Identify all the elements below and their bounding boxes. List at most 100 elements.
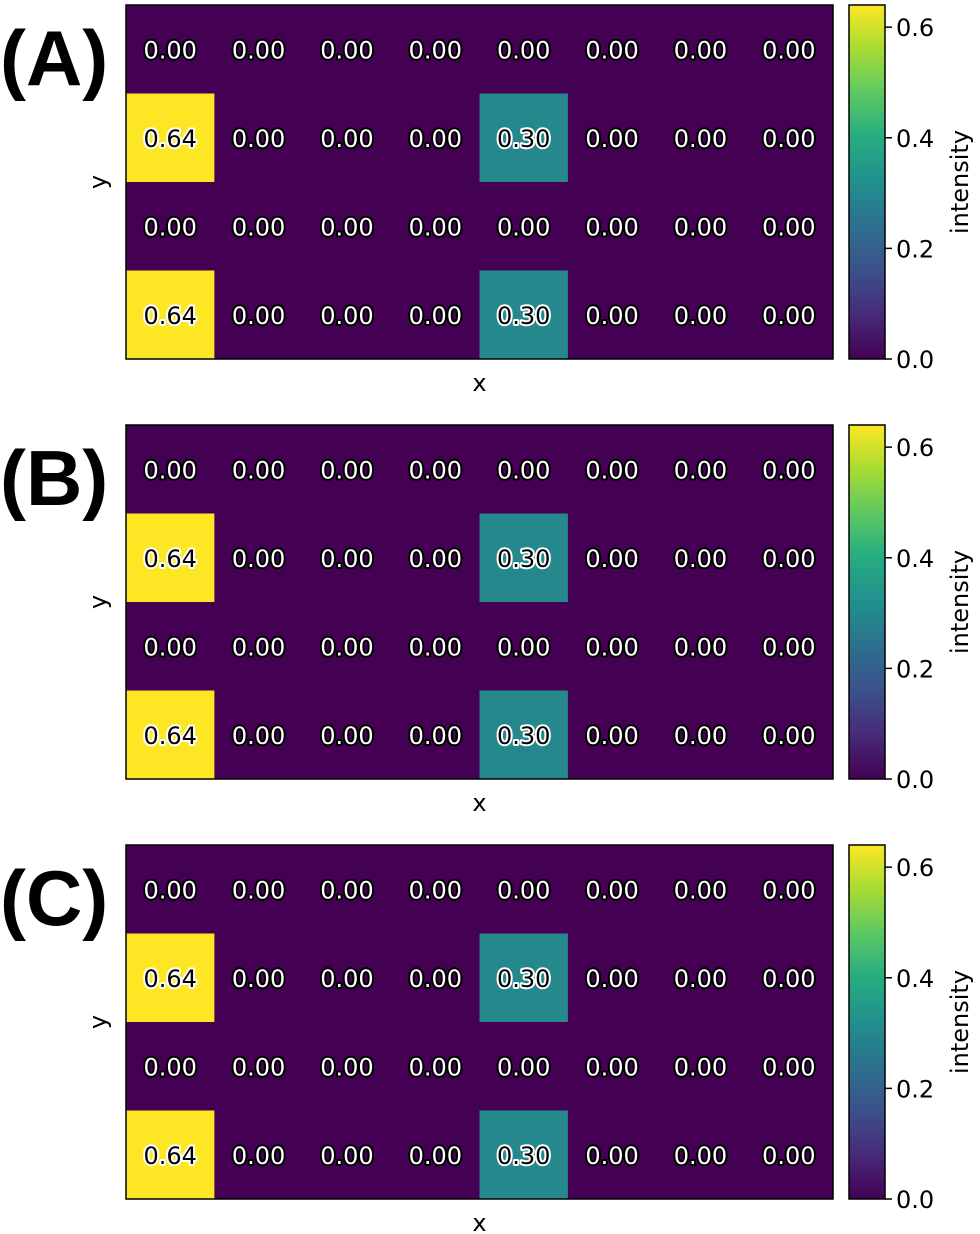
cell-value-label: 0.00 (320, 213, 373, 241)
heatmap-cell (567, 1022, 657, 1111)
heatmap-cell (214, 270, 304, 360)
heatmap-cell (567, 845, 657, 934)
x-axis-label: x (472, 1209, 486, 1234)
heatmap-cell (479, 5, 569, 94)
colorbar-label: intensity (946, 130, 974, 234)
heatmap-cell (214, 1110, 304, 1200)
heatmap-cell (567, 425, 657, 514)
heatmap-cell (479, 270, 569, 360)
cell-value-label: 0.00 (232, 545, 285, 573)
cell-value-label: 0.00 (674, 1053, 727, 1081)
cell-value-label: 0.00 (320, 633, 373, 661)
heatmap-cell (302, 182, 392, 271)
heatmap-cell (126, 5, 215, 94)
colorbar-tick-label: 0.0 (896, 766, 934, 794)
heatmap-cell (744, 5, 834, 94)
colorbar-tick-label: 0.0 (896, 346, 934, 374)
heatmap-cell (567, 513, 657, 603)
colorbar-tick-label: 0.6 (896, 854, 934, 882)
cell-value-label: 0.00 (409, 125, 462, 153)
panel-3: (C) 0.00 0.00 0.00 0.00 0.00 0.00 0.00 0.00 0.64 0… (0, 844, 974, 1234)
cell-value-label: 0.00 (143, 36, 196, 64)
heatmap-cell (479, 93, 569, 183)
colorbar-label: intensity (946, 550, 974, 654)
heatmap-cell (656, 602, 746, 691)
heatmap-cell (126, 845, 215, 934)
cell-value-label: 0.00 (762, 633, 815, 661)
heatmap-cell (656, 270, 746, 360)
cell-value-label: 0.00 (762, 213, 815, 241)
cell-value-label: 0.00 (497, 456, 550, 484)
heatmap-cell (656, 1022, 746, 1111)
cell-value-label: 0.00 (409, 213, 462, 241)
cell-value-label: 0.00 (232, 213, 285, 241)
cell-value-label: 0.00 (409, 1053, 462, 1081)
heatmap-cell (126, 513, 215, 603)
heatmap-cell (479, 602, 569, 691)
cell-value-label: 0.00 (409, 1142, 462, 1170)
cell-value-label: 0.00 (585, 125, 638, 153)
heatmap-cell (479, 845, 569, 934)
heatmap-cell (567, 270, 657, 360)
panel-1: (A) 0.00 0.00 0.00 0.00 0.00 0.00 0.00 0.00 0.64 0… (0, 4, 974, 397)
colorbar (848, 844, 886, 1200)
cell-value-label: 0.00 (762, 965, 815, 993)
heatmap-cell (302, 1022, 392, 1111)
heatmap-cell (302, 93, 392, 183)
cell-value-label: 0.30 (497, 1142, 550, 1170)
cell-value-label: 0.30 (497, 545, 550, 573)
cell-value-label: 0.00 (585, 213, 638, 241)
cell-value-label: 0.64 (143, 125, 196, 153)
cell-value-label: 0.00 (409, 722, 462, 750)
heatmap-cell (302, 602, 392, 691)
cell-value-label: 0.00 (674, 722, 727, 750)
heatmap-cell (656, 182, 746, 271)
heatmap-cell (744, 513, 834, 603)
heatmap-cell (302, 425, 392, 514)
heatmap-cell (302, 5, 392, 94)
cell-value-label: 0.00 (143, 633, 196, 661)
cell-value-label: 0.00 (585, 302, 638, 330)
heatmap-cell (479, 425, 569, 514)
cell-value-label: 0.00 (320, 1142, 373, 1170)
colorbar-tick-label: 0.2 (896, 1075, 934, 1103)
cell-value-label: 0.00 (232, 302, 285, 330)
heatmap-cell (656, 5, 746, 94)
cell-value-label: 0.00 (674, 213, 727, 241)
cell-value-label: 0.00 (409, 633, 462, 661)
cell-value-label: 0.00 (232, 456, 285, 484)
cell-value-label: 0.00 (674, 633, 727, 661)
heatmap-cell (479, 513, 569, 603)
cell-value-label: 0.00 (409, 36, 462, 64)
heatmap-cell (391, 690, 480, 780)
cell-value-label: 0.00 (409, 876, 462, 904)
cell-value-label: 0.30 (497, 722, 550, 750)
plot-frame (125, 4, 834, 360)
cell-value-label: 0.00 (762, 722, 815, 750)
cell-value-label: 0.00 (143, 876, 196, 904)
cell-value-label: 0.00 (143, 456, 196, 484)
cell-value-label: 0.00 (762, 125, 815, 153)
heatmap-cell (744, 270, 834, 360)
heatmap-cell (744, 845, 834, 934)
heatmap-cell (214, 933, 304, 1023)
heatmap-cell (391, 933, 480, 1023)
colorbar (848, 4, 886, 360)
heatmap-cell (744, 602, 834, 691)
cell-value-label: 0.00 (497, 1053, 550, 1081)
cell-value-label: 0.00 (320, 722, 373, 750)
cell-value-label: 0.00 (762, 1142, 815, 1170)
cell-value-label: 0.00 (143, 213, 196, 241)
heatmap-cell (656, 1110, 746, 1200)
heatmap-cell (391, 182, 480, 271)
heatmap-cell (302, 933, 392, 1023)
cell-value-label: 0.64 (143, 302, 196, 330)
heatmap-cell (656, 513, 746, 603)
cell-value-label: 0.00 (320, 1053, 373, 1081)
heatmap-cell (214, 182, 304, 271)
cell-value-label: 0.00 (232, 965, 285, 993)
heatmap-cell (126, 93, 215, 183)
cell-value-label: 0.00 (585, 633, 638, 661)
heatmap-cell (656, 690, 746, 780)
